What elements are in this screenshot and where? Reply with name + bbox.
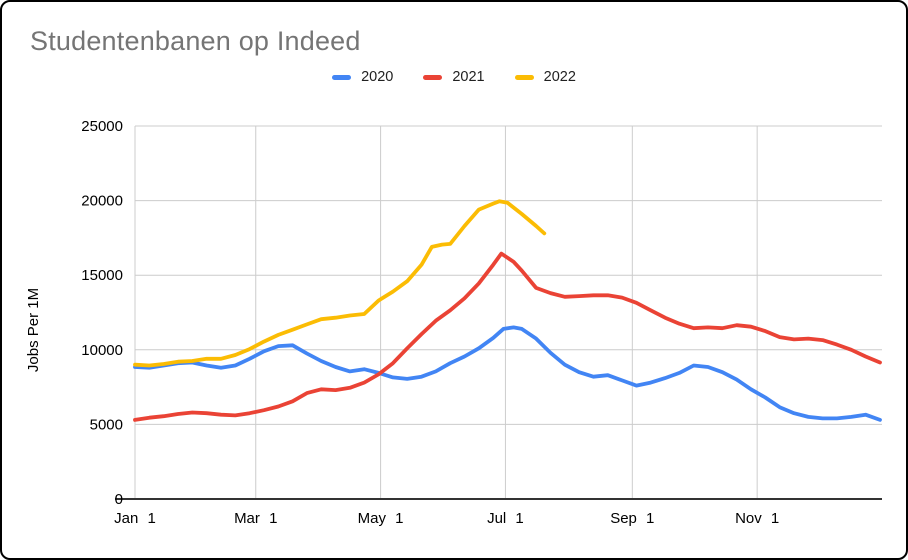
x-tick-label: Sep 1 bbox=[610, 510, 654, 527]
series-line-2021 bbox=[133, 251, 882, 422]
legend-swatch-2022-icon bbox=[514, 74, 534, 80]
x-tick-label: Jan 1 bbox=[114, 510, 156, 527]
page-title: Studentenbanen op Indeed bbox=[30, 26, 361, 56]
series-line-2020 bbox=[133, 325, 882, 422]
legend-label-2020: 2020 bbox=[361, 69, 394, 85]
chart-legend: 2020 2021 2022 bbox=[2, 69, 906, 85]
x-tick-label: Mar 1 bbox=[234, 510, 277, 527]
legend-item-2020: 2020 bbox=[332, 69, 393, 85]
y-tick-label: 0 bbox=[115, 491, 123, 508]
y-tick-label: 5000 bbox=[90, 416, 123, 433]
x-tick-label: Nov 1 bbox=[735, 510, 779, 527]
legend-label-2022: 2022 bbox=[543, 69, 576, 85]
x-tick-label: Jul 1 bbox=[487, 510, 524, 527]
y-tick-label: 10000 bbox=[81, 342, 123, 359]
y-tick-label: 25000 bbox=[81, 118, 123, 135]
legend-label-2021: 2021 bbox=[452, 69, 485, 85]
legend-item-2022: 2022 bbox=[514, 69, 576, 85]
legend-swatch-2020-icon bbox=[332, 74, 352, 80]
legend-swatch-2021-icon bbox=[423, 74, 443, 80]
series-line-2022 bbox=[133, 199, 547, 368]
y-tick-label: 20000 bbox=[81, 193, 123, 210]
x-tick-label: May 1 bbox=[358, 510, 404, 527]
legend-item-2021: 2021 bbox=[423, 69, 485, 85]
y-tick-label: 15000 bbox=[81, 267, 123, 284]
